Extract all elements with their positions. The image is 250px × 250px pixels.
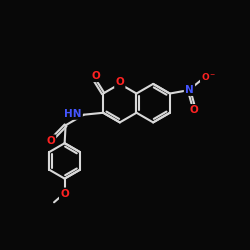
Text: O$^-$: O$^-$ xyxy=(201,71,217,82)
Text: O: O xyxy=(190,105,199,115)
Text: O: O xyxy=(60,189,69,199)
Text: O: O xyxy=(46,136,55,146)
Text: N: N xyxy=(185,85,194,95)
Text: HN: HN xyxy=(64,108,82,118)
Text: O: O xyxy=(91,71,100,81)
Text: O: O xyxy=(116,77,124,87)
